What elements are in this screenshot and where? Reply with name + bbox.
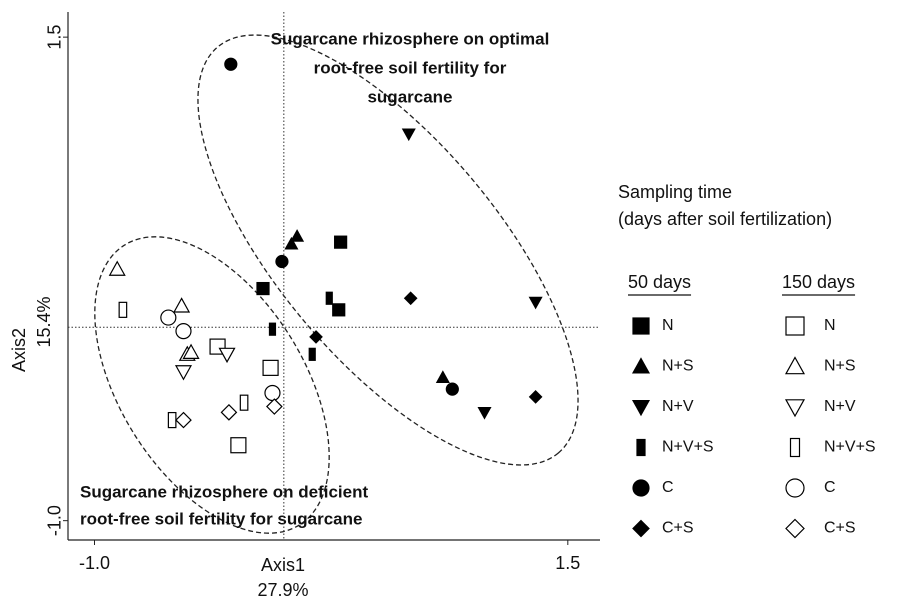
legend-marker [785,518,805,539]
legend-group-title: 50 days [628,272,691,292]
legend-label: N+V [824,398,856,415]
point [477,406,492,420]
legend-marker [632,479,650,497]
point [308,347,316,361]
legend-title: Sampling time [618,182,732,202]
x-tick-label: 1.5 [555,553,580,573]
legend-label: N+S [824,358,856,375]
point [528,296,543,310]
point [175,323,192,340]
point [218,347,236,364]
point [264,384,281,402]
x-axis-label: Axis1 [261,555,305,575]
point [118,301,128,318]
point [268,322,277,336]
y-axis-label: Axis2 [9,328,29,372]
point [220,404,238,421]
point [224,57,238,71]
legend-label: N [662,317,674,334]
point [256,281,270,296]
point [174,365,193,381]
point [160,309,177,326]
point [325,291,333,305]
point [167,411,177,429]
legend-label: N [824,317,836,334]
legend-marker [789,437,801,458]
legend-group-title: 150 days [782,272,855,292]
legend-title: (days after soil fertilization) [618,209,832,229]
point [108,260,126,276]
legend-label: N+S [662,358,694,375]
cluster-ellipse [197,34,579,466]
annotation: root-free soil fertility for [314,58,507,77]
legend-marker [632,317,650,335]
legend-label: C+S [662,520,694,537]
x-tick-label: -1.0 [79,553,110,573]
legend-marker [632,519,650,538]
y-tick-label: 1.5 [45,25,65,50]
point [290,229,305,242]
point [173,297,191,313]
point [334,235,348,249]
point [262,359,279,376]
legend-marker [785,316,805,336]
point [403,291,418,306]
cluster-ellipse [94,236,330,534]
y-axis-label: 15.4% [34,296,54,347]
annotation: root-free soil fertility for sugarcane [80,509,362,528]
legend-marker [784,399,806,418]
y-tick-label: -1.0 [45,505,65,536]
annotation: sugarcane [367,87,452,106]
legend-marker [636,438,646,457]
legend-label: N+V+S [824,439,876,456]
point [401,128,416,142]
annotation: Sugarcane rhizosphere on optimal [271,29,550,48]
legend-marker [784,356,806,375]
point [175,411,192,429]
legend-label: C+S [824,520,856,537]
point [284,236,299,250]
annotation: Sugarcane rhizosphere on deficient [80,482,368,501]
legend-label: N+V+S [662,439,714,456]
legend-label: C [662,479,674,496]
point [445,382,459,396]
point [528,390,543,404]
legend-marker [631,357,651,374]
legend-label: N+V [662,398,694,415]
point [275,254,289,269]
legend-marker [631,400,651,417]
point [435,370,450,383]
legend-label: C [824,479,836,496]
point [230,437,247,454]
point [332,303,346,317]
point [266,398,283,415]
point [309,330,323,344]
point [239,394,249,411]
x-axis-label: 27.9% [257,580,308,600]
point [182,343,200,359]
legend-marker [785,478,805,498]
